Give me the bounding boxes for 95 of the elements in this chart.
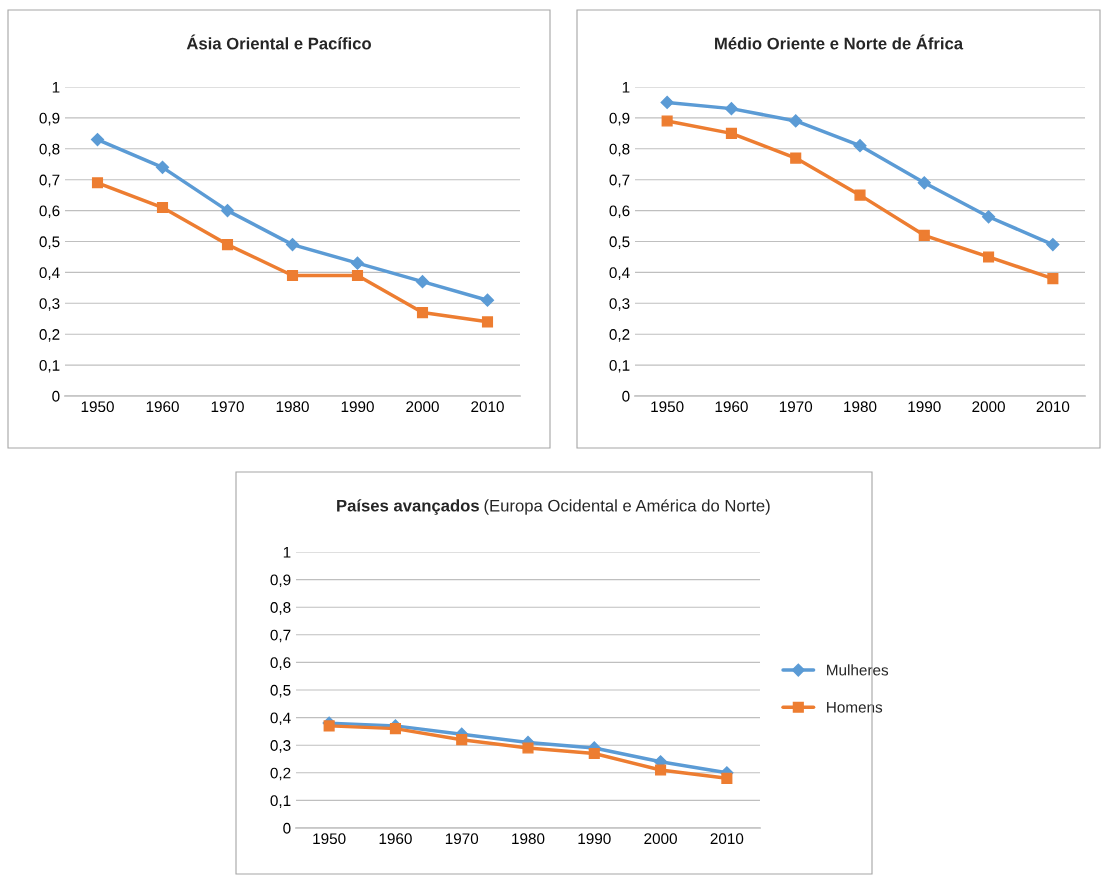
x-tick-label: 1990: [578, 833, 611, 845]
point: [220, 204, 235, 218]
x-tick-label: 1960: [379, 833, 412, 845]
point: [350, 256, 365, 270]
legend-label: Mulheres: [827, 664, 889, 676]
x-tick-label: 1980: [844, 401, 877, 413]
point: [853, 139, 867, 153]
y-tick-label: 0,2: [609, 329, 630, 342]
y-tick-label: 0,4: [39, 267, 60, 280]
point: [351, 269, 364, 282]
y-tick-label: 0,3: [39, 298, 60, 311]
point: [285, 238, 300, 252]
point: [721, 772, 733, 784]
y-tick-label: 0,9: [609, 112, 630, 126]
x-tick-label: 1950: [651, 401, 684, 413]
y-tick-label: 1: [52, 82, 60, 93]
point: [1046, 238, 1060, 252]
y-tick-label: 0,1: [270, 795, 291, 808]
point: [91, 177, 104, 189]
point: [655, 764, 667, 776]
y-tick-label: 0,9: [39, 112, 60, 126]
x-tick-label: 1960: [715, 401, 748, 413]
point: [522, 742, 534, 754]
point: [155, 160, 170, 174]
x-tick-label: 1980: [512, 833, 545, 845]
point: [588, 747, 600, 760]
point: [480, 293, 495, 307]
point: [983, 251, 995, 263]
x-tick-label: 1950: [313, 833, 346, 845]
point: [790, 152, 802, 164]
y-tick-label: 0,7: [270, 629, 291, 643]
point: [854, 189, 866, 201]
y-tick-label: 0,6: [39, 205, 60, 219]
x-tick-label: 1970: [779, 401, 813, 413]
y-tick-label: 0,4: [270, 712, 291, 726]
point: [156, 201, 169, 214]
point: [789, 114, 803, 128]
x-tick-label: 1960: [146, 401, 179, 413]
legend-label: Homens: [827, 702, 883, 713]
x-tick-label: 2010: [471, 401, 504, 413]
y-tick-label: 0,2: [39, 329, 60, 342]
y-tick-label: 0: [283, 822, 291, 834]
y-tick-label: 0,2: [270, 767, 291, 781]
point: [981, 210, 996, 224]
y-tick-label: 0,3: [270, 740, 291, 753]
x-tick-label: 2010: [1036, 401, 1070, 413]
y-tick-label: 1: [283, 547, 291, 558]
y-tick-label: 0,8: [609, 143, 630, 157]
y-tick-label: 0,8: [270, 602, 291, 615]
x-tick-label: 1970: [211, 401, 244, 413]
x-tick-label: 2010: [710, 833, 744, 845]
y-tick-label: 1: [622, 82, 630, 93]
point: [90, 132, 105, 147]
point: [415, 275, 430, 289]
x-tick-label: 2000: [972, 401, 1005, 413]
chart-title: Médio Oriente e Norte de África: [715, 34, 964, 50]
y-tick-label: 0,6: [270, 657, 291, 670]
point: [323, 720, 335, 732]
x-tick-label: 1980: [276, 401, 309, 413]
point: [724, 102, 739, 116]
y-tick-label: 0,7: [39, 174, 60, 188]
point: [286, 269, 299, 282]
y-tick-label: 0,6: [609, 205, 630, 219]
y-tick-label: 0: [52, 390, 60, 402]
point: [221, 239, 234, 251]
y-tick-label: 0,3: [609, 298, 630, 311]
y-tick-label: 0,1: [609, 359, 630, 373]
y-tick-label: 0,8: [39, 143, 60, 157]
chart-title: Países avançados: [337, 499, 479, 515]
y-tick-label: 0,4: [609, 267, 630, 280]
point: [660, 95, 674, 110]
point: [416, 307, 429, 319]
point: [725, 127, 737, 139]
x-tick-label: 2000: [406, 401, 439, 413]
y-tick-label: 0,7: [609, 174, 630, 188]
point: [481, 316, 494, 328]
point: [918, 229, 930, 241]
chart-subtitle: (Europa Ocidental e América do Norte): [484, 499, 770, 515]
y-tick-label: 0,5: [270, 684, 291, 698]
x-tick-label: 2000: [644, 833, 677, 845]
x-tick-label: 1990: [908, 401, 941, 413]
point: [389, 723, 401, 735]
point: [1047, 273, 1059, 285]
x-tick-label: 1990: [341, 401, 374, 413]
chart-title: Ásia Oriental e Pacífico: [186, 34, 371, 50]
y-tick-label: 0: [622, 390, 630, 402]
point: [661, 115, 673, 127]
x-tick-label: 1970: [445, 833, 479, 845]
y-tick-label: 0,1: [39, 359, 60, 373]
point: [917, 176, 931, 190]
y-tick-label: 0,9: [270, 574, 291, 588]
y-tick-label: 0,5: [39, 236, 60, 249]
point: [456, 734, 468, 746]
y-tick-label: 0,5: [609, 236, 630, 249]
x-tick-label: 1950: [81, 401, 114, 413]
